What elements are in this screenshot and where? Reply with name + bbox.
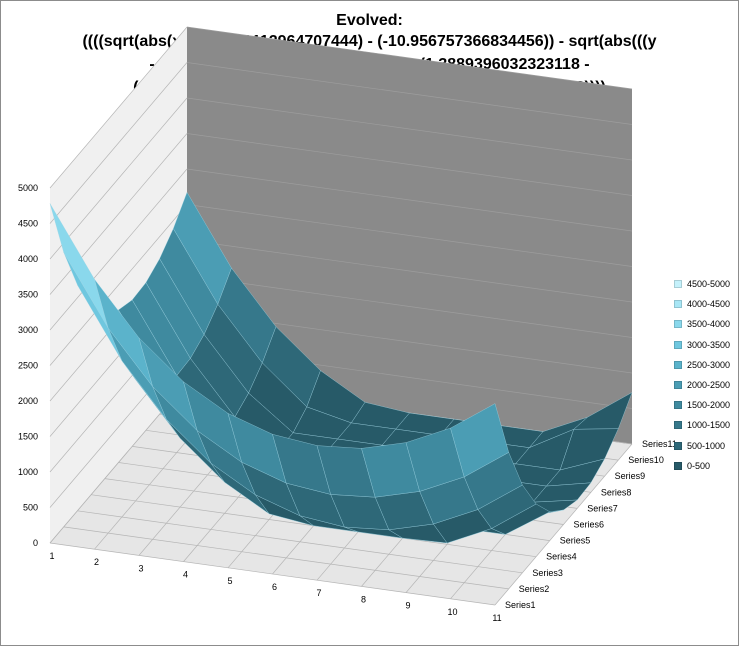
z-tick-label: 1500: [18, 432, 38, 442]
legend-swatch: [674, 441, 682, 450]
z-gridline-left: [49, 97, 188, 260]
legend-entry: 3500-4000: [674, 314, 730, 334]
z-tick-label: 2000: [18, 396, 38, 406]
legend-entry: 4500-5000: [674, 274, 730, 294]
z-tick-label: 3500: [18, 290, 38, 300]
legend-entry: 2500-3000: [674, 355, 730, 375]
legend-label: 4000-4500: [687, 299, 731, 310]
series-tick-label: Series3: [532, 568, 563, 578]
series-tick-label: Series8: [601, 487, 632, 497]
surface-mesh: [49, 191, 633, 544]
legend-entry: 500-1000: [674, 436, 730, 456]
z-tick-label: 5000: [18, 183, 38, 193]
z-gridline-back: [186, 239, 633, 303]
x-tick-label: 10: [447, 607, 457, 617]
legend-swatch: [674, 421, 682, 430]
x-tick-label: 1: [49, 551, 54, 561]
x-tick-label: 7: [316, 588, 321, 598]
chart-title-line-1: Evolved:: [336, 12, 403, 29]
legend-swatch: [674, 461, 682, 470]
legend-swatch: [674, 401, 682, 410]
x-tick-label: 2: [94, 557, 99, 567]
z-gridline-back: [186, 97, 633, 161]
legend: 4500-5000 4000-4500 3500-4000 3000-3500 2500…: [674, 274, 730, 476]
series-tick-label: Series2: [519, 584, 550, 594]
legend-swatch: [674, 280, 682, 289]
legend-label: 3500-4000: [687, 319, 731, 330]
series-gridline: [49, 542, 496, 606]
legend-label: 3000-3500: [687, 339, 731, 350]
x-tick-label: 5: [227, 576, 232, 586]
z-tick-label: 1000: [18, 467, 38, 477]
x-tick-label: 6: [272, 582, 277, 592]
z-tick-label: 4500: [18, 219, 38, 229]
z-gridline-back: [186, 204, 633, 267]
x-tick-label: 9: [405, 601, 410, 611]
legend-swatch: [674, 340, 682, 349]
x-tick-label: 4: [183, 570, 188, 580]
legend-entry: 2000-2500: [674, 375, 730, 395]
series-gridline: [63, 526, 509, 590]
x-tick-label: 3: [138, 563, 143, 573]
series-tick-label: Series6: [574, 520, 605, 530]
x-axis-ticks: 1 2 3 4 5 6 7 8 9 10 11: [49, 551, 501, 623]
legend-entry: 3000-3500: [674, 335, 730, 355]
surface-cell: [450, 403, 509, 478]
z-tick-label: 0: [33, 538, 38, 548]
z-gridline-back: [186, 62, 633, 125]
legend-entry: 4000-4500: [674, 294, 730, 314]
z-tick-label: 500: [23, 503, 38, 513]
legend-entry: 1000-1500: [674, 415, 730, 435]
series-tick-label: Series11: [642, 439, 677, 449]
legend-label: 500-1000: [687, 440, 726, 451]
legend-entry: 1500-2000: [674, 395, 730, 415]
z-gridline-back: [186, 168, 633, 232]
series-axis-ticks: Series1 Series2 Series3 Series4 Series5 Serie…: [505, 439, 677, 610]
z-gridline-back: [186, 275, 633, 338]
z-gridline-back: [186, 26, 633, 90]
legend-label: 2000-2500: [687, 380, 731, 391]
z-axis-ticks: 0 500 1000 1500 2000 2500 3000 3500 4000 4500 5000: [18, 183, 38, 548]
series-tick-label: Series7: [587, 503, 618, 513]
legend-entry: 0-500: [674, 456, 730, 476]
legend-label: 4500-5000: [687, 279, 731, 290]
z-gridline-left: [49, 26, 188, 189]
legend-label: 0-500: [687, 460, 711, 471]
series-gridline: [77, 510, 523, 574]
legend-label: 1000-1500: [687, 420, 731, 431]
z-tick-label: 3000: [18, 325, 38, 335]
series-tick-label: Series10: [628, 455, 664, 465]
legend-label: 2500-3000: [687, 359, 731, 370]
legend-label: 1500-2000: [687, 400, 731, 411]
z-tick-label: 2500: [18, 361, 38, 371]
z-gridline-left: [49, 168, 188, 331]
x-tick-label: 11: [492, 613, 501, 623]
series-tick-label: Series5: [560, 536, 591, 546]
legend-swatch: [674, 360, 682, 369]
legend-swatch: [674, 381, 682, 390]
legend-swatch: [674, 300, 682, 309]
z-gridline-left: [49, 62, 188, 224]
series-tick-label: Series1: [505, 600, 536, 610]
x-tick-label: 8: [361, 594, 366, 604]
z-gridline-left: [49, 204, 188, 366]
series-tick-label: Series9: [615, 471, 646, 481]
z-tick-label: 4000: [18, 254, 38, 264]
z-gridline-back: [186, 133, 633, 196]
legend-swatch: [674, 320, 682, 329]
series-tick-label: Series4: [546, 552, 577, 562]
